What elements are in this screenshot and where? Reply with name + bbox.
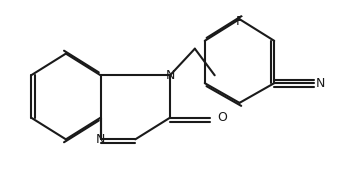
Text: N: N <box>316 77 325 90</box>
Text: O: O <box>218 111 227 124</box>
Text: N: N <box>165 69 175 82</box>
Text: N: N <box>96 133 105 146</box>
Text: F: F <box>236 15 243 28</box>
